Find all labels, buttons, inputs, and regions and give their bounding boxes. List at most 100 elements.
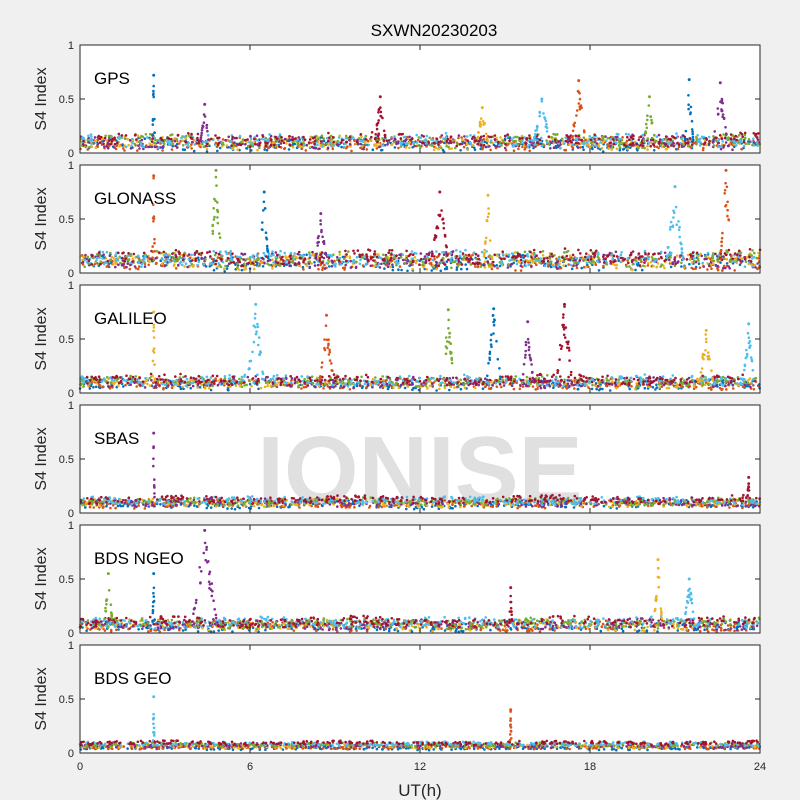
data-point (646, 145, 649, 148)
spike-point (266, 249, 269, 252)
data-point (415, 133, 419, 137)
spike-peak (319, 212, 323, 216)
data-point (396, 142, 400, 145)
data-point (428, 262, 432, 265)
spike-point (321, 235, 324, 239)
data-point (528, 149, 531, 153)
data-point (403, 261, 407, 265)
data-point (465, 135, 469, 138)
spike-point (726, 214, 729, 218)
data-point (244, 143, 247, 146)
data-point (174, 267, 178, 270)
data-point (676, 141, 679, 145)
data-point (433, 145, 436, 149)
data-point (455, 249, 458, 252)
data-point (400, 141, 404, 145)
spike-point (383, 135, 387, 139)
data-point (563, 247, 567, 250)
data-point (339, 263, 343, 266)
data-point (140, 143, 143, 147)
data-point (212, 250, 215, 253)
data-point (271, 250, 274, 253)
data-point (344, 249, 347, 253)
data-point (322, 142, 325, 146)
data-point (191, 140, 194, 144)
data-point (349, 259, 353, 263)
data-point (307, 141, 311, 144)
data-point (535, 254, 538, 257)
data-point (382, 253, 385, 257)
spike-point (689, 105, 693, 109)
data-point (568, 254, 572, 258)
data-point (424, 138, 427, 141)
data-point (400, 268, 403, 272)
data-point (291, 140, 295, 143)
data-point (725, 257, 729, 261)
data-point (453, 386, 456, 389)
data-point (530, 264, 533, 268)
data-point (303, 138, 307, 141)
data-point (752, 137, 755, 141)
data-point (574, 134, 578, 137)
data-point (377, 262, 381, 266)
data-point (628, 138, 631, 141)
data-point (659, 143, 663, 147)
spike-point (727, 218, 730, 221)
spike-point (722, 116, 726, 120)
spike-point (216, 221, 220, 225)
data-point (463, 386, 467, 390)
data-point (664, 135, 668, 138)
data-point (526, 145, 530, 149)
data-point (502, 384, 506, 387)
data-point (588, 135, 591, 138)
data-point (631, 258, 634, 262)
data-point (84, 145, 87, 149)
data-point (311, 250, 314, 254)
spike-point (669, 220, 673, 224)
data-point (327, 258, 330, 262)
data-point (552, 386, 555, 390)
data-point (383, 267, 386, 270)
data-point (447, 145, 450, 149)
data-point (393, 140, 396, 144)
data-point (536, 259, 539, 263)
data-point (692, 387, 696, 391)
data-point (585, 252, 588, 255)
spike-point (379, 110, 383, 114)
spike-point (545, 130, 549, 133)
data-point (748, 248, 752, 251)
data-point (553, 133, 557, 136)
data-point (435, 267, 439, 271)
data-point (124, 145, 128, 149)
data-point (720, 137, 723, 140)
data-point (213, 253, 217, 257)
data-point (308, 138, 312, 141)
spike-point (485, 136, 489, 139)
data-point (474, 252, 478, 256)
data-point (291, 135, 294, 139)
data-point (727, 265, 730, 268)
data-point (266, 259, 270, 263)
data-point (212, 268, 216, 272)
spike-point (646, 118, 649, 122)
data-point (313, 261, 316, 264)
data-point (410, 257, 414, 261)
data-point (747, 142, 751, 145)
data-point (483, 140, 487, 144)
data-point (434, 264, 438, 267)
data-point (674, 385, 677, 389)
data-point (334, 140, 337, 143)
data-point (439, 269, 443, 273)
data-point (94, 139, 98, 143)
data-point (229, 250, 232, 253)
data-point (479, 265, 483, 268)
data-point (303, 257, 307, 261)
spike-point (206, 129, 209, 133)
spike-point (263, 207, 267, 210)
data-point (364, 141, 367, 145)
spike-point (218, 236, 222, 239)
data-point (382, 258, 386, 262)
spike-point (719, 257, 722, 261)
data-point (637, 138, 641, 142)
